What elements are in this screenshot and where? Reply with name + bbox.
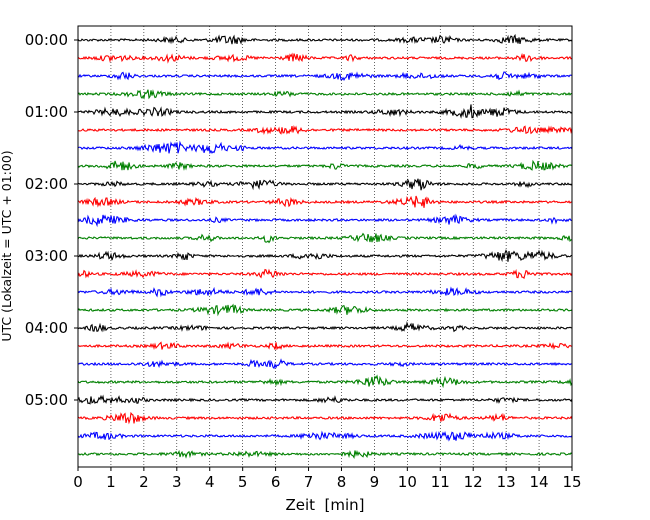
trace-row: [77, 140, 573, 155]
trace-row: [77, 374, 573, 389]
x-tick-label: 9: [370, 473, 380, 491]
x-tick-label: 6: [271, 473, 281, 491]
trace-row: [77, 159, 573, 171]
trace-row: [77, 89, 573, 100]
x-tick-label: 12: [464, 473, 483, 491]
trace-row: [77, 303, 573, 317]
y-tick-label: 00:00: [25, 31, 68, 49]
y-tick-label: 02:00: [25, 175, 68, 193]
y-tick-label: 05:00: [25, 391, 68, 409]
x-axis-label: Zeit [min]: [285, 496, 364, 514]
trace-row: [77, 104, 573, 119]
trace-row: [77, 125, 573, 136]
x-tick-label: 5: [238, 473, 248, 491]
traces: [77, 33, 573, 459]
y-tick-label: 01:00: [25, 103, 68, 121]
trace-row: [77, 394, 573, 405]
trace-row: [77, 232, 573, 244]
y-tick-label: 03:00: [25, 247, 68, 265]
trace-row: [77, 449, 573, 459]
trace-row: [77, 320, 573, 333]
x-tick-label: 0: [73, 473, 83, 491]
y-axis: 00:00 01:00 02:00 03:00 04:00 05:00: [25, 31, 78, 409]
x-tick-label: 1: [106, 473, 116, 491]
trace-row: [77, 52, 573, 64]
trace-row: [77, 286, 573, 298]
x-tick-label: 15: [562, 473, 581, 491]
x-tick-label: 13: [497, 473, 516, 491]
trace-row: [77, 268, 573, 280]
x-tick-label: 3: [172, 473, 182, 491]
y-tick-label: 04:00: [25, 319, 68, 337]
x-tick-label: 11: [431, 473, 450, 491]
y-axis-label: UTC (Lokalzeit = UTC + 01:00): [0, 150, 14, 341]
trace-row: [77, 178, 573, 191]
trace-row: [77, 358, 573, 370]
x-tick-label: 14: [530, 473, 549, 491]
x-tick-label: 2: [139, 473, 149, 491]
x-tick-label: 10: [398, 473, 417, 491]
trace-row: [77, 71, 573, 81]
trace-row: [77, 341, 573, 351]
x-tick-label: 7: [304, 473, 314, 491]
trace-row: [77, 249, 573, 263]
plot-frame: [77, 25, 573, 468]
x-tick-label: 4: [205, 473, 215, 491]
trace-row: [77, 195, 573, 208]
trace-row: [77, 33, 573, 45]
trace-row: [77, 411, 573, 425]
trace-row: [77, 213, 573, 228]
trace-row: [77, 430, 573, 442]
x-tick-label: 8: [337, 473, 347, 491]
x-axis: 0 1 2 3 4 5 6 7 8 9 10 11 12 13 14 15: [73, 467, 582, 491]
